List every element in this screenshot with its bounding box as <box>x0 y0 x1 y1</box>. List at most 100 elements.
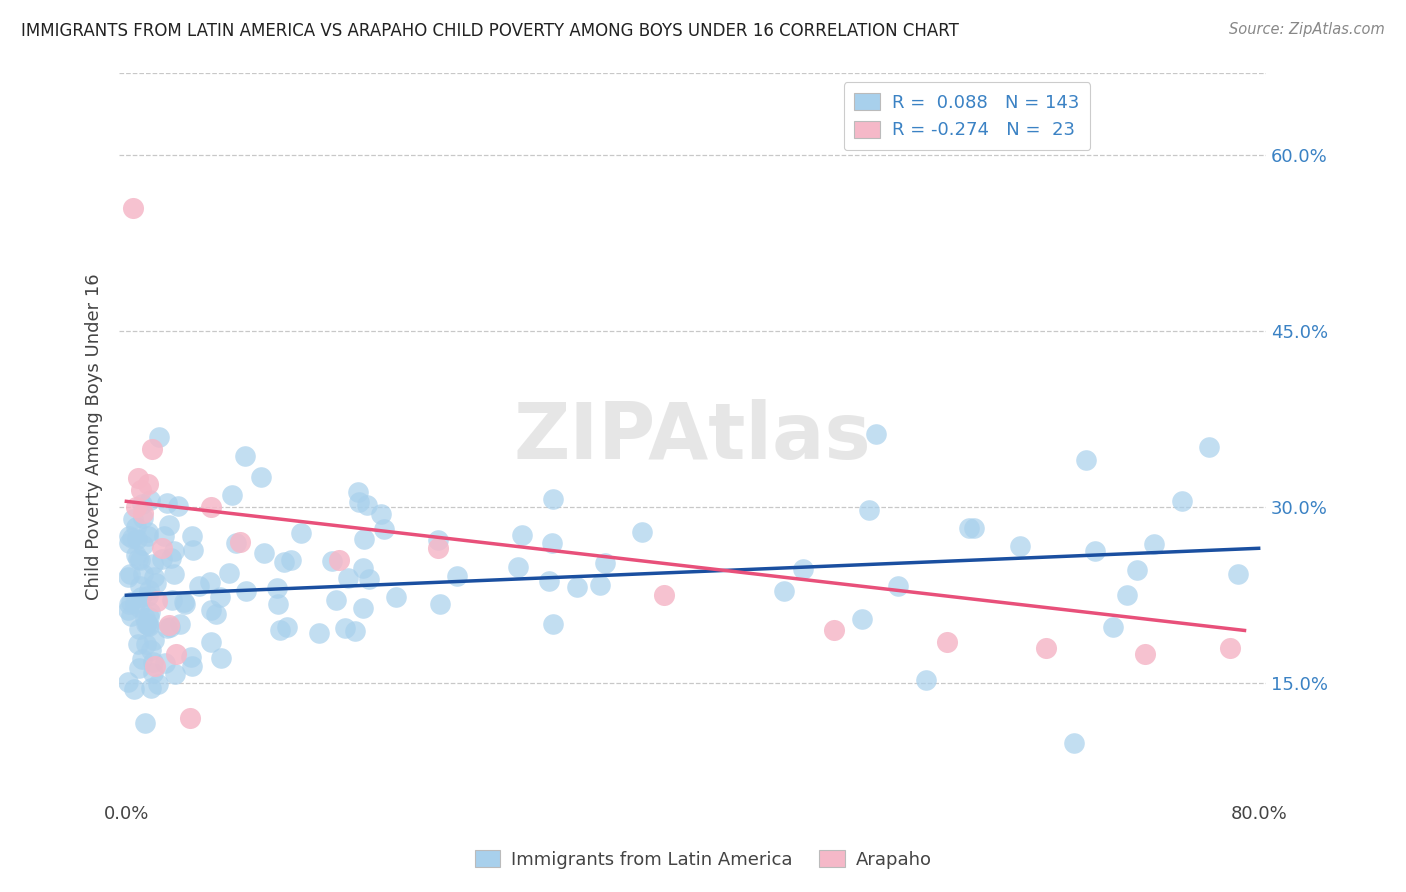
Point <box>347 495 370 509</box>
Point <box>233 449 256 463</box>
Point <box>321 554 343 568</box>
Point <box>124 520 146 534</box>
Point <box>1226 566 1249 581</box>
Point <box>269 623 291 637</box>
Point <box>335 621 357 635</box>
Point <box>1116 588 1139 602</box>
Point <box>127 551 149 566</box>
Point <box>141 665 163 680</box>
Point <box>228 535 250 549</box>
Point <box>823 624 845 638</box>
Point <box>138 583 160 598</box>
Point <box>250 470 273 484</box>
Point <box>128 599 150 614</box>
Point <box>129 483 152 497</box>
Point <box>957 521 980 535</box>
Point <box>328 553 350 567</box>
Point <box>142 655 165 669</box>
Point <box>1076 453 1098 467</box>
Point <box>384 590 406 604</box>
Point <box>508 560 530 574</box>
Point <box>156 621 179 635</box>
Point <box>273 555 295 569</box>
Point <box>124 595 146 609</box>
Point <box>148 430 170 444</box>
Point <box>290 526 312 541</box>
Point <box>118 536 141 550</box>
Point <box>124 681 146 696</box>
Point <box>370 507 392 521</box>
Point <box>160 592 183 607</box>
Point <box>652 588 675 602</box>
Point <box>1035 641 1057 656</box>
Point <box>865 426 887 441</box>
Point <box>132 506 155 520</box>
Point <box>155 496 177 510</box>
Point <box>347 484 370 499</box>
Point <box>593 556 616 570</box>
Point <box>145 575 167 590</box>
Point <box>200 603 222 617</box>
Point <box>543 492 565 507</box>
Point <box>1143 537 1166 551</box>
Point <box>181 658 204 673</box>
Point <box>308 625 330 640</box>
Point <box>139 493 162 508</box>
Point <box>538 574 561 589</box>
Point <box>138 524 160 539</box>
Point <box>173 597 195 611</box>
Point <box>157 518 180 533</box>
Point <box>1198 440 1220 454</box>
Text: IMMIGRANTS FROM LATIN AMERICA VS ARAPAHO CHILD POVERTY AMONG BOYS UNDER 16 CORRE: IMMIGRANTS FROM LATIN AMERICA VS ARAPAHO… <box>21 22 959 40</box>
Point <box>352 560 374 574</box>
Point <box>131 652 153 666</box>
Point <box>179 711 201 725</box>
Point <box>128 552 150 566</box>
Point <box>173 595 195 609</box>
Point <box>589 577 612 591</box>
Point <box>851 612 873 626</box>
Point <box>132 511 155 525</box>
Point <box>129 579 152 593</box>
Point <box>132 567 155 582</box>
Point <box>120 595 142 609</box>
Point <box>200 500 222 515</box>
Point <box>198 574 221 589</box>
Point <box>136 589 159 603</box>
Point <box>143 658 166 673</box>
Point <box>280 553 302 567</box>
Point <box>142 570 165 584</box>
Point <box>1063 736 1085 750</box>
Point <box>136 618 159 632</box>
Point <box>139 643 162 657</box>
Point <box>1126 563 1149 577</box>
Point <box>357 572 380 586</box>
Point <box>180 649 202 664</box>
Point <box>134 611 156 625</box>
Point <box>356 498 378 512</box>
Point <box>128 622 150 636</box>
Point <box>136 528 159 542</box>
Text: ZIPAtlas: ZIPAtlas <box>513 399 872 475</box>
Point <box>157 617 180 632</box>
Point <box>118 529 141 543</box>
Point <box>127 637 149 651</box>
Point <box>541 536 564 550</box>
Point <box>1135 647 1157 661</box>
Point <box>221 488 243 502</box>
Point <box>135 616 157 631</box>
Point <box>141 442 163 456</box>
Point <box>541 617 564 632</box>
Legend: R =  0.088   N = 143, R = -0.274   N =  23: R = 0.088 N = 143, R = -0.274 N = 23 <box>844 82 1091 151</box>
Point <box>121 531 143 545</box>
Point <box>129 590 152 604</box>
Point <box>180 529 202 543</box>
Point <box>132 538 155 552</box>
Y-axis label: Child Poverty Among Boys Under 16: Child Poverty Among Boys Under 16 <box>86 274 103 600</box>
Point <box>117 674 139 689</box>
Point <box>510 527 533 541</box>
Point <box>118 566 141 581</box>
Point <box>276 620 298 634</box>
Point <box>344 624 367 638</box>
Point <box>353 532 375 546</box>
